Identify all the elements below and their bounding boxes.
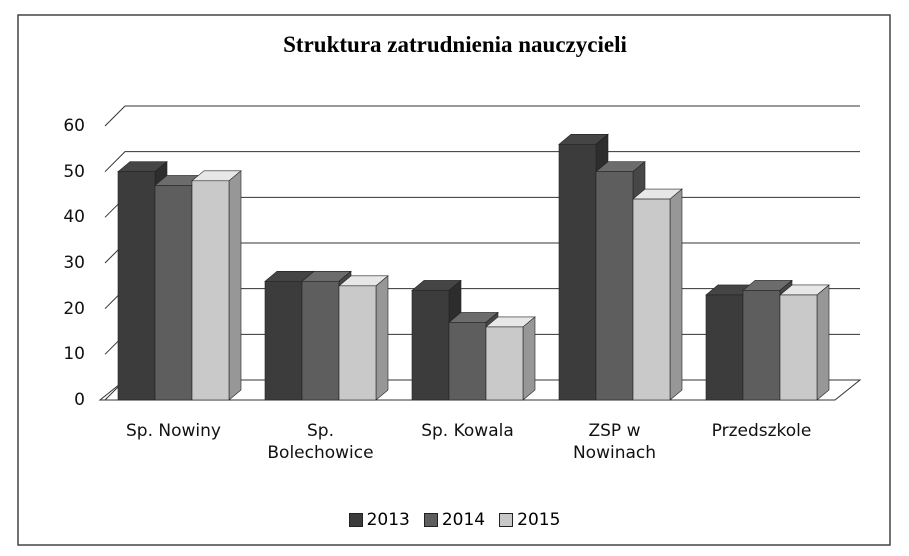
legend-label: 2013 — [366, 510, 410, 530]
x-tick-label: Sp. Bolechowice — [267, 421, 374, 463]
legend-item: 2015 — [499, 510, 560, 530]
bar — [779, 294, 818, 401]
bar — [742, 290, 781, 401]
y-tick-label: 20 — [63, 298, 85, 319]
y-tick-label: 60 — [63, 116, 85, 136]
legend-swatch — [348, 513, 363, 527]
bar — [154, 185, 193, 401]
bar — [558, 143, 597, 401]
legend-swatch — [423, 513, 438, 527]
bar — [595, 171, 634, 401]
bar-side — [669, 188, 683, 401]
legend-swatch — [499, 513, 514, 527]
y-tick-label: 50 — [63, 161, 85, 182]
bar — [191, 180, 230, 401]
legend-item: 2014 — [423, 510, 486, 530]
legend-label: 2014 — [441, 510, 486, 530]
x-tick-label: Sp. Nowiny — [126, 421, 221, 441]
bar — [264, 280, 303, 401]
bar — [301, 280, 340, 401]
y-tick-label: 40 — [63, 207, 85, 228]
x-tick-label: Przedszkole — [711, 421, 812, 441]
grid-line — [104, 151, 860, 173]
bar-side — [228, 170, 242, 401]
bar — [448, 322, 487, 401]
bar — [705, 294, 744, 401]
bar — [632, 198, 671, 401]
bar — [411, 290, 450, 401]
x-tick-label: ZSP w Nowinach — [572, 421, 657, 463]
bar-side — [522, 316, 536, 401]
grid-line — [104, 105, 860, 127]
bar — [485, 326, 524, 401]
y-tick-label: 0 — [74, 390, 85, 410]
y-tick-label: 10 — [63, 344, 85, 365]
bar — [117, 171, 156, 401]
x-tick-label: Sp. Kowala — [421, 421, 514, 441]
legend: 2013 2014 2015 — [0, 510, 909, 530]
bar-side — [816, 284, 830, 401]
bar-side — [375, 275, 389, 401]
y-tick-label: 30 — [63, 253, 85, 273]
legend-item: 2013 — [348, 510, 410, 530]
bar — [338, 285, 377, 401]
chart-title: Struktura zatrudnienia nauczycieli — [283, 32, 627, 57]
legend-label: 2015 — [517, 510, 561, 530]
